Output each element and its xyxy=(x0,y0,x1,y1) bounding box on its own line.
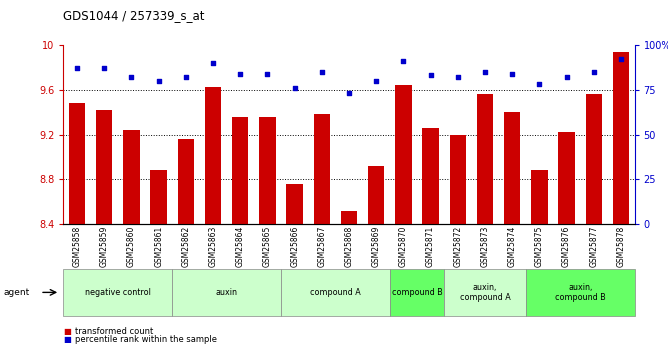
Bar xyxy=(504,112,520,224)
Point xyxy=(534,81,545,87)
Bar xyxy=(69,103,86,224)
Text: ■: ■ xyxy=(63,335,71,344)
Bar xyxy=(232,117,248,224)
Point xyxy=(208,60,218,66)
Bar xyxy=(531,170,548,224)
Bar xyxy=(422,128,439,224)
Point xyxy=(589,69,599,75)
Bar xyxy=(586,94,602,224)
Point xyxy=(480,69,490,75)
Text: compound B: compound B xyxy=(391,288,442,297)
Bar xyxy=(259,117,276,224)
Point xyxy=(317,69,327,75)
Text: GDS1044 / 257339_s_at: GDS1044 / 257339_s_at xyxy=(63,9,205,22)
Point xyxy=(71,66,82,71)
Bar xyxy=(96,110,112,224)
Point xyxy=(398,58,409,64)
Text: negative control: negative control xyxy=(85,288,151,297)
Point xyxy=(616,57,627,62)
Bar xyxy=(558,132,574,224)
Point xyxy=(180,75,191,80)
Point xyxy=(153,78,164,83)
Bar xyxy=(205,88,221,224)
Bar xyxy=(314,114,330,224)
Point xyxy=(126,75,137,80)
Bar xyxy=(124,130,140,224)
Bar xyxy=(613,52,629,224)
Bar xyxy=(450,135,466,224)
Text: auxin,
compound B: auxin, compound B xyxy=(555,283,606,302)
Point xyxy=(235,71,246,76)
Text: transformed count: transformed count xyxy=(75,327,154,336)
Bar xyxy=(395,85,411,224)
Point xyxy=(507,71,518,76)
Text: auxin,
compound A: auxin, compound A xyxy=(460,283,510,302)
Bar xyxy=(368,166,384,224)
Bar xyxy=(477,94,493,224)
Bar xyxy=(287,184,303,224)
Bar xyxy=(341,211,357,224)
Text: compound A: compound A xyxy=(310,288,361,297)
Point xyxy=(289,85,300,91)
Point xyxy=(561,75,572,80)
Point xyxy=(99,66,110,71)
Bar xyxy=(150,170,167,224)
Point xyxy=(371,78,381,83)
Text: auxin: auxin xyxy=(216,288,238,297)
Point xyxy=(426,72,436,78)
Point xyxy=(262,71,273,76)
Text: agent: agent xyxy=(3,288,29,297)
Bar xyxy=(178,139,194,224)
Point xyxy=(452,75,463,80)
Text: ■: ■ xyxy=(63,327,71,336)
Point xyxy=(343,90,354,96)
Text: percentile rank within the sample: percentile rank within the sample xyxy=(75,335,218,344)
